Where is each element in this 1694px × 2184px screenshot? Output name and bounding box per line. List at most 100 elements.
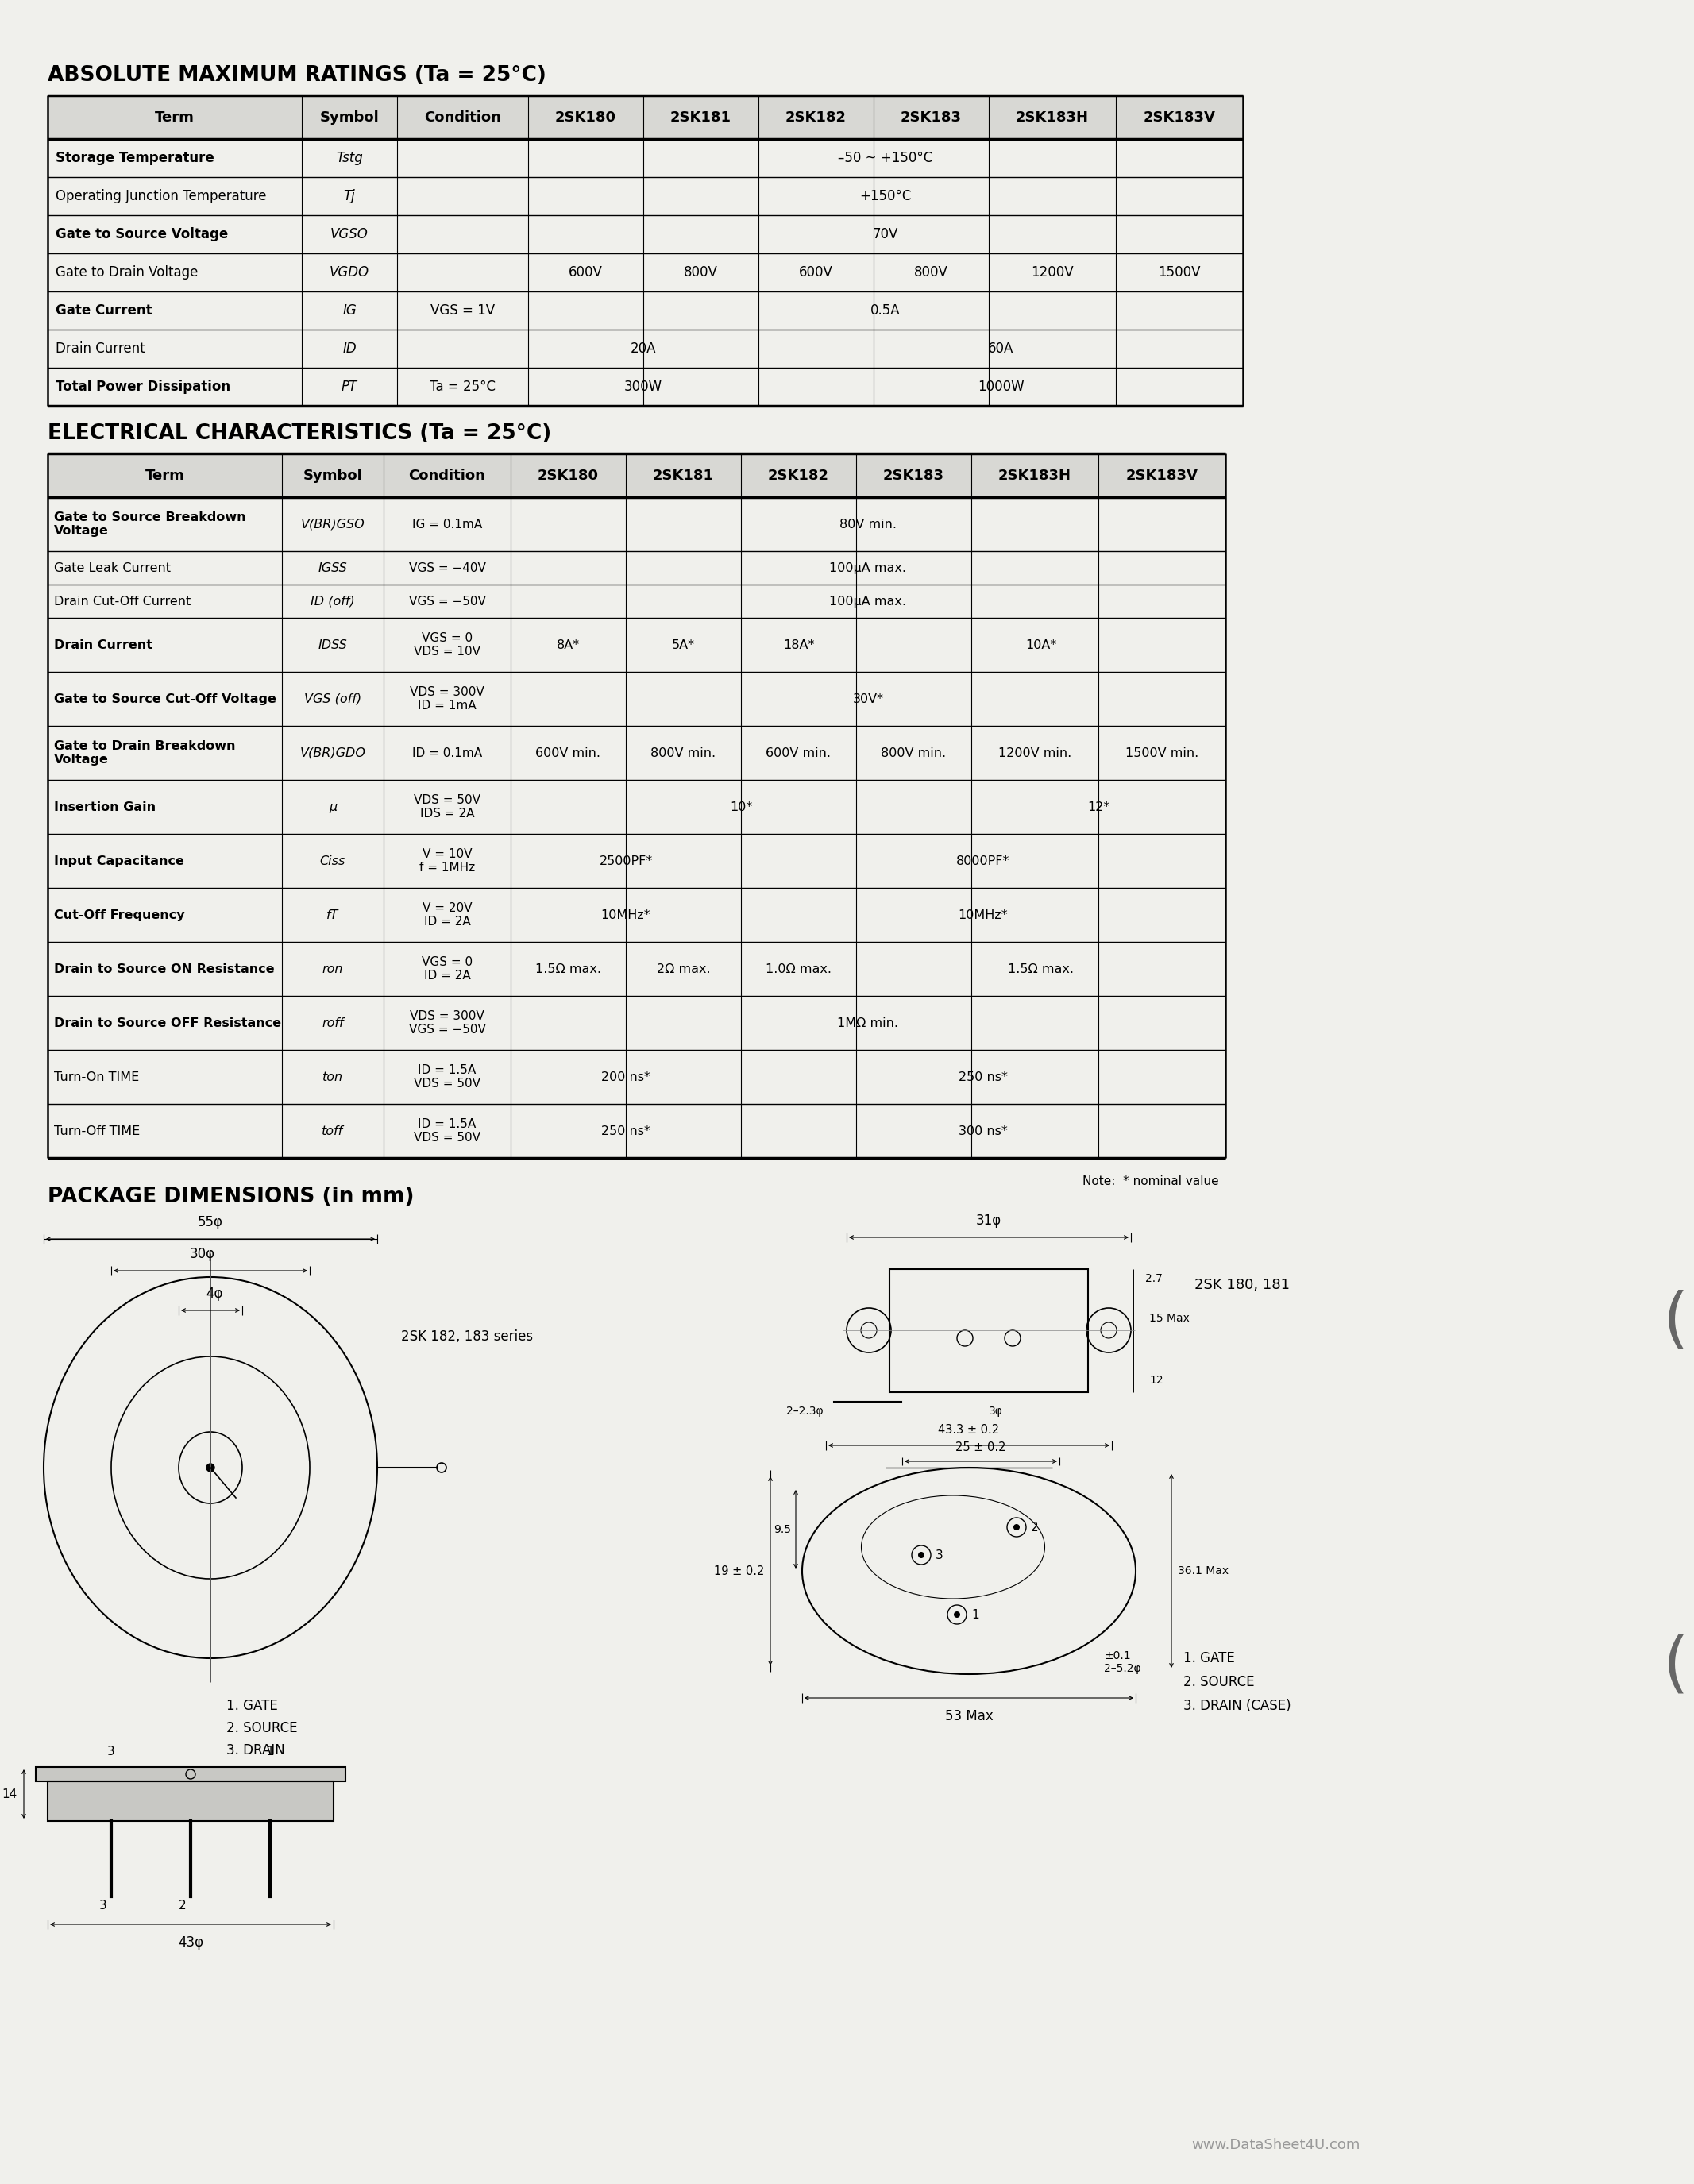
Text: Operating Junction Temperature: Operating Junction Temperature (56, 190, 266, 203)
Text: 9.5: 9.5 (774, 1524, 791, 1535)
Text: 2SK180: 2SK180 (537, 467, 598, 483)
Text: 3: 3 (107, 1745, 115, 1758)
Text: Note:  * nominal value: Note: * nominal value (1082, 1175, 1220, 1188)
Text: 10A*: 10A* (1025, 640, 1057, 651)
Text: Ciss: Ciss (320, 854, 346, 867)
Circle shape (954, 1612, 960, 1618)
Text: 60A: 60A (988, 341, 1013, 356)
Text: –50 ~ +150°C: –50 ~ +150°C (839, 151, 933, 166)
Text: 2: 2 (180, 1900, 186, 1911)
Text: 2SK 182, 183 series: 2SK 182, 183 series (401, 1330, 534, 1343)
Text: 1.5Ω max.: 1.5Ω max. (535, 963, 601, 974)
Text: ID = 1.5A
VDS = 50V: ID = 1.5A VDS = 50V (413, 1064, 481, 1090)
Text: VGS (off): VGS (off) (305, 692, 361, 705)
Bar (47, 1782, 334, 1821)
Bar (889, 1269, 1088, 1391)
Text: 2.7: 2.7 (1145, 1273, 1162, 1284)
Text: 12: 12 (1149, 1374, 1164, 1387)
Text: 600V: 600V (569, 264, 603, 280)
Text: ELECTRICAL CHARACTERISTICS (Ta = 25°C): ELECTRICAL CHARACTERISTICS (Ta = 25°C) (47, 424, 551, 443)
Text: 2SK181: 2SK181 (671, 109, 732, 124)
Bar (36, 1767, 346, 1782)
Text: 3. DRAIN (CASE): 3. DRAIN (CASE) (1184, 1699, 1291, 1712)
Text: ton: ton (322, 1070, 344, 1083)
Text: Gate to Source Cut-Off Voltage: Gate to Source Cut-Off Voltage (54, 692, 276, 705)
Text: 8A*: 8A* (557, 640, 579, 651)
Text: VDS = 50V
IDS = 2A: VDS = 50V IDS = 2A (413, 795, 481, 819)
Text: 800V: 800V (915, 264, 949, 280)
Text: 2SK182: 2SK182 (767, 467, 828, 483)
Text: 1200V: 1200V (1032, 264, 1074, 280)
Text: 800V: 800V (684, 264, 718, 280)
Text: Term: Term (154, 109, 195, 124)
Text: 2SK182: 2SK182 (786, 109, 847, 124)
Text: (: ( (1664, 1289, 1689, 1354)
Text: Tstg: Tstg (335, 151, 363, 166)
Text: VGS = 0
ID = 2A: VGS = 0 ID = 2A (422, 957, 473, 983)
Text: Gate Leak Current: Gate Leak Current (54, 561, 171, 574)
Text: 10MHz*: 10MHz* (601, 909, 650, 922)
Bar (47, 96, 1243, 140)
Text: Gate to Source Breakdown
Voltage: Gate to Source Breakdown Voltage (54, 511, 246, 537)
Text: www.DataSheet4U.com: www.DataSheet4U.com (1191, 2138, 1360, 2151)
Text: 18A*: 18A* (783, 640, 815, 651)
Text: 31φ: 31φ (976, 1214, 1001, 1227)
Text: 0.5A: 0.5A (871, 304, 901, 317)
Text: Total Power Dissipation: Total Power Dissipation (56, 380, 230, 393)
Text: 30φ: 30φ (190, 1247, 215, 1260)
Text: IDSS: IDSS (318, 640, 347, 651)
Text: Drain to Source OFF Resistance: Drain to Source OFF Resistance (54, 1018, 281, 1029)
Text: ±0.1
2–5.2φ: ±0.1 2–5.2φ (1104, 1651, 1142, 1675)
Text: VDS = 300V
ID = 1mA: VDS = 300V ID = 1mA (410, 686, 484, 712)
Text: 2SK 180, 181: 2SK 180, 181 (1194, 1278, 1289, 1293)
Text: 800V min.: 800V min. (881, 747, 947, 758)
Text: 14: 14 (2, 1789, 17, 1800)
Text: Insertion Gain: Insertion Gain (54, 802, 156, 812)
Text: ron: ron (322, 963, 344, 974)
Text: 100μA max.: 100μA max. (830, 596, 906, 607)
Text: Condition: Condition (408, 467, 486, 483)
Text: 3: 3 (100, 1900, 107, 1911)
Text: +150°C: +150°C (859, 190, 911, 203)
Text: 10*: 10* (730, 802, 752, 812)
Text: PT: PT (342, 380, 357, 393)
Text: 19 ± 0.2: 19 ± 0.2 (713, 1566, 764, 1577)
Text: Gate Current: Gate Current (56, 304, 152, 317)
Text: 3φ: 3φ (989, 1406, 1003, 1417)
Text: ID (off): ID (off) (310, 596, 356, 607)
Text: 1: 1 (266, 1745, 274, 1758)
Text: 2SK183: 2SK183 (883, 467, 944, 483)
Text: Term: Term (146, 467, 185, 483)
Text: 8000PF*: 8000PF* (957, 854, 1010, 867)
Text: 2SK183H: 2SK183H (998, 467, 1071, 483)
Text: 3. DRAIN: 3. DRAIN (227, 1743, 285, 1758)
Text: VGDO: VGDO (330, 264, 369, 280)
Text: 1: 1 (971, 1610, 979, 1621)
Text: 2SK181: 2SK181 (652, 467, 713, 483)
Text: Drain Current: Drain Current (54, 640, 152, 651)
Text: VGS = 0
VDS = 10V: VGS = 0 VDS = 10V (413, 631, 481, 657)
Text: 3: 3 (935, 1548, 944, 1562)
Text: ID: ID (342, 341, 356, 356)
Text: 250 ns*: 250 ns* (601, 1125, 650, 1138)
Text: ID = 0.1mA: ID = 0.1mA (412, 747, 483, 758)
Text: 36.1 Max: 36.1 Max (1177, 1566, 1228, 1577)
Text: 15 Max: 15 Max (1149, 1313, 1189, 1324)
Text: Ta = 25°C: Ta = 25°C (430, 380, 496, 393)
Circle shape (1013, 1524, 1020, 1531)
Text: Cut-Off Frequency: Cut-Off Frequency (54, 909, 185, 922)
Text: 2SK180: 2SK180 (556, 109, 617, 124)
Text: 1500V min.: 1500V min. (1125, 747, 1199, 758)
Text: Gate to Drain Voltage: Gate to Drain Voltage (56, 264, 198, 280)
Text: VGS = 1V: VGS = 1V (430, 304, 495, 317)
Text: Symbol: Symbol (303, 467, 363, 483)
Text: ID = 1.5A
VDS = 50V: ID = 1.5A VDS = 50V (413, 1118, 481, 1144)
Text: 12*: 12* (1088, 802, 1110, 812)
Text: IGSS: IGSS (318, 561, 347, 574)
Text: 600V: 600V (800, 264, 833, 280)
Text: 1. GATE: 1. GATE (1184, 1651, 1235, 1666)
Text: VGSO: VGSO (330, 227, 369, 242)
Text: Input Capacitance: Input Capacitance (54, 854, 185, 867)
Text: 2SK183: 2SK183 (901, 109, 962, 124)
Circle shape (918, 1553, 925, 1557)
